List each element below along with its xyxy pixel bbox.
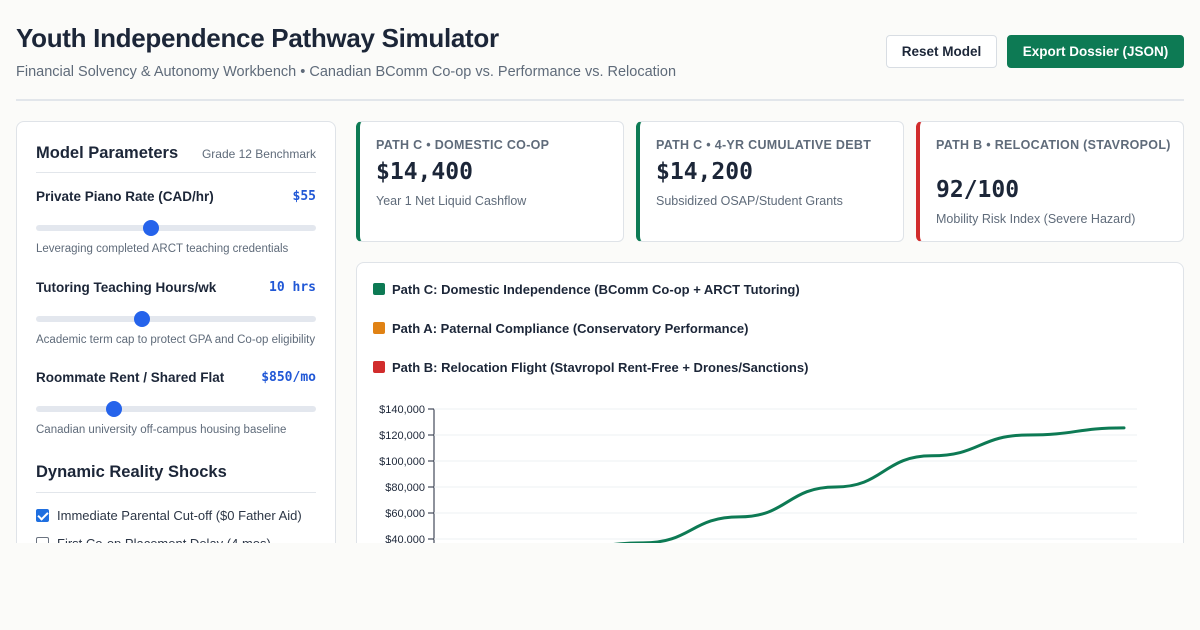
param-note: Leveraging completed ARCT teaching crede… — [36, 243, 289, 255]
param-label: Private Piano Rate (CAD/hr) — [36, 189, 214, 204]
roommate-rent-slider[interactable] — [36, 401, 316, 417]
slider-thumb[interactable] — [142, 220, 159, 236]
param-note: Canadian university off-campus housing b… — [36, 424, 287, 436]
param-label: Roommate Rent / Shared Flat — [36, 370, 225, 385]
param-note: Academic term cap to protect GPA and Co-… — [36, 334, 316, 346]
benchmark-badge: Grade 12 Benchmark — [201, 147, 316, 161]
panel-title: Model Parameters — [36, 144, 179, 162]
legend-swatch — [373, 322, 385, 334]
page-subtitle: Financial Solvency & Autonomy Workbench … — [16, 64, 677, 80]
kpi-subtext: Mobility Risk Index (Severe Hazard) — [936, 212, 1136, 226]
y-tick-label: $60,000 — [385, 508, 425, 520]
page-title: Youth Independence Pathway Simulator — [16, 23, 499, 53]
series-line-path-c — [545, 426, 1126, 554]
shocks-title: Dynamic Reality Shocks — [36, 463, 227, 481]
legend-label: Path C: Domestic Independence (BComm Co-… — [392, 282, 800, 297]
checkbox[interactable] — [36, 509, 49, 522]
y-tick-label: $80,000 — [385, 482, 425, 494]
legend-swatch — [373, 361, 385, 373]
kpi-card-cumulative-debt: Path C • 4-Yr Cumulative Debt $14,200 Su… — [636, 121, 904, 242]
legend-label: Path A: Paternal Compliance (Conservator… — [392, 321, 749, 336]
kpi-subtext: Year 1 Net Liquid Cashflow — [376, 194, 527, 208]
kpi-value: 92/100 — [936, 177, 1020, 203]
y-tick-label: $120,000 — [379, 430, 425, 442]
shock-label: Immediate Parental Cut-off ($0 Father Ai… — [57, 508, 302, 523]
shocks-header: Dynamic Reality Shocks — [36, 463, 316, 493]
param-value: $850/mo — [261, 370, 316, 385]
slider-thumb[interactable] — [134, 311, 151, 327]
y-tick-label: $100,000 — [379, 456, 425, 468]
model-parameters-panel: Model Parameters Grade 12 Benchmark Priv… — [16, 121, 336, 561]
y-tick-label: $140,000 — [379, 404, 425, 416]
kpi-card-mobility-risk: Path B • Relocation (Stavropol) 92/100 M… — [916, 121, 1184, 242]
legend-label: Path B: Relocation Flight (Stavropol Ren… — [392, 360, 809, 375]
tutoring-hours-slider[interactable] — [36, 311, 316, 327]
pathway-chart-card: Path C: Domestic Independence (BComm Co-… — [356, 262, 1184, 562]
param-label: Tutoring Teaching Hours/wk — [36, 280, 217, 295]
legend-swatch — [373, 283, 385, 295]
kpi-subtext: Subsidized OSAP/Student Grants — [656, 194, 843, 208]
slider-thumb[interactable] — [106, 401, 123, 417]
kpi-value: $14,400 — [376, 159, 473, 185]
reset-model-button[interactable]: Reset Model — [886, 35, 997, 68]
cashflow-line-chart: $140,000$120,000$100,000$80,000$60,000$4… — [379, 404, 1137, 561]
kpi-label: Path C • 4-Yr Cumulative Debt — [656, 138, 872, 152]
page-header: Youth Independence Pathway Simulator Fin… — [16, 0, 1184, 101]
kpi-label: Path C • Domestic Co-op — [376, 138, 550, 152]
kpi-value: $14,200 — [656, 159, 753, 185]
viewport-cutoff — [0, 543, 1200, 630]
piano-rate-slider[interactable] — [36, 220, 316, 236]
param-value: 10 hrs — [269, 280, 316, 295]
kpi-label: Path B • Relocation (Stavropol) — [936, 138, 1171, 152]
kpi-card-year1-cashflow: Path C • Domestic Co-op $14,400 Year 1 N… — [356, 121, 624, 242]
param-value: $55 — [292, 189, 316, 204]
export-dossier-button[interactable]: Export Dossier (JSON) — [1007, 35, 1184, 68]
panel-header: Model Parameters Grade 12 Benchmark — [36, 144, 316, 173]
